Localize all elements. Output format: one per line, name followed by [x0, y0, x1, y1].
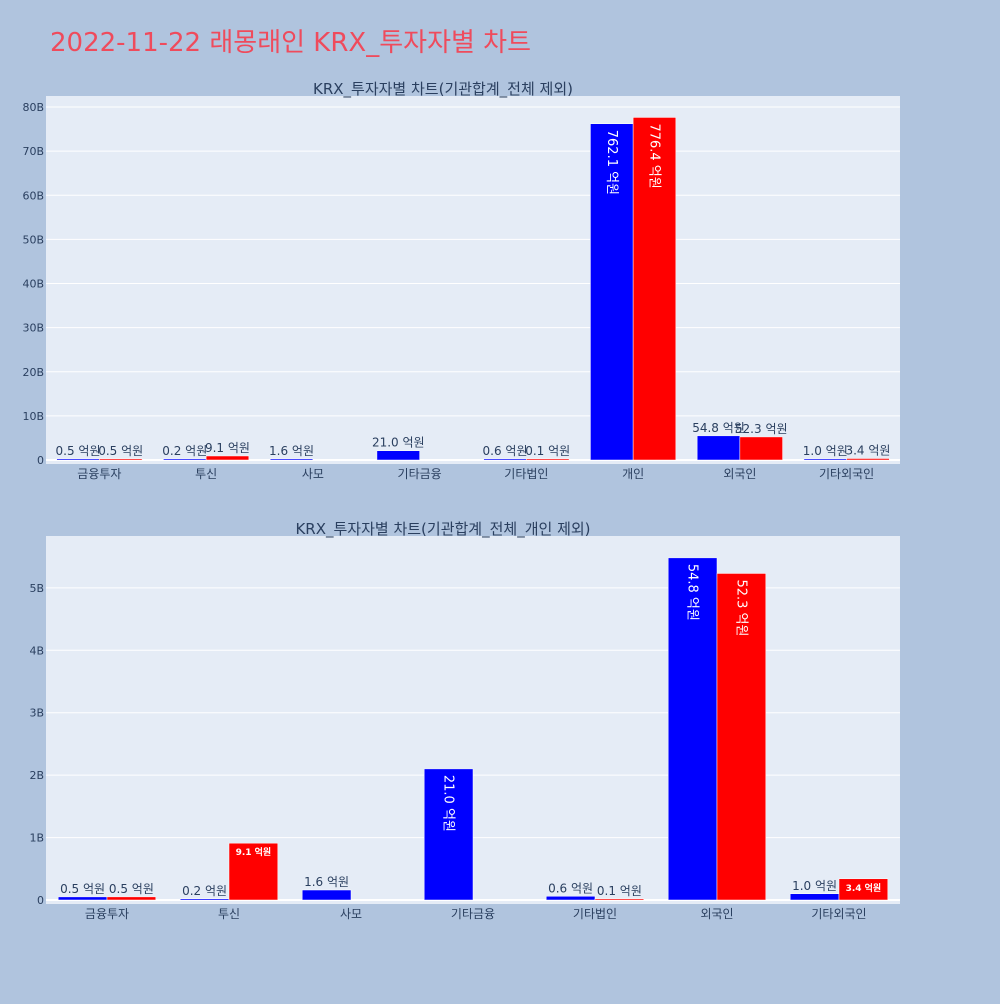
x-tick-label: 사모 — [302, 467, 324, 481]
bar — [696, 435, 741, 461]
bar — [716, 573, 767, 901]
bar — [106, 896, 157, 901]
data-label: 0.5 억원 — [109, 882, 154, 896]
y-tick-label: 60B — [22, 189, 44, 202]
y-tick-label: 20B — [22, 366, 44, 379]
data-label: 52.3 억원 — [733, 579, 748, 636]
data-label: 9.1 억원 — [205, 441, 250, 455]
bar — [205, 455, 250, 461]
data-label: 1.0 억원 — [792, 879, 837, 893]
x-tick-label: 기타금융 — [398, 467, 442, 481]
bar — [228, 842, 279, 901]
bar — [423, 768, 474, 901]
y-tick-label: 1B — [29, 832, 44, 845]
bar — [594, 898, 645, 901]
bar — [526, 458, 570, 461]
bar — [590, 123, 634, 461]
data-label: 776.4 억원 — [646, 123, 661, 188]
y-tick-label: 10B — [22, 410, 44, 423]
x-tick-label: 기타법인 — [573, 907, 617, 921]
x-tick-label: 기타외국인 — [819, 467, 874, 481]
figure-title: 2022-11-22 래몽래인 KRX_투자자별 차트 — [50, 28, 532, 58]
y-tick-label: 0 — [37, 454, 44, 467]
x-tick-label: 금융투자 — [85, 907, 129, 921]
y-tick-label: 0 — [37, 894, 44, 907]
bar — [846, 458, 890, 461]
bar — [56, 458, 100, 461]
data-label: 3.4 억원 — [846, 882, 882, 894]
y-tick-label: 4B — [29, 644, 44, 657]
bar — [789, 893, 840, 901]
data-label: 21.0 억원 — [441, 775, 456, 832]
data-label: 3.4 억원 — [845, 443, 890, 457]
data-label: 0.5 억원 — [60, 882, 105, 896]
x-tick-label: 금융투자 — [77, 467, 121, 481]
data-label: 54.8 억원 — [685, 564, 700, 621]
x-tick-label: 외국인 — [700, 907, 733, 921]
bar — [57, 896, 108, 901]
data-label: 52.3 억원 — [735, 422, 788, 436]
x-tick-label: 기타금융 — [451, 907, 495, 921]
y-tick-label: 5B — [29, 582, 44, 595]
data-label: 0.1 억원 — [597, 884, 642, 898]
bar — [632, 117, 677, 461]
bar — [739, 436, 783, 461]
bar — [667, 557, 718, 901]
y-tick-label: 70B — [22, 145, 44, 158]
y-tick-label: 30B — [22, 322, 44, 335]
data-label: 0.5 억원 — [56, 444, 101, 458]
y-tick-label: 2B — [29, 769, 44, 782]
y-tick-label: 80B — [22, 101, 44, 114]
chart-1: 0 10B 20B 30B 40B 50B 60B 70B 80B KRX_투자자별 차트(기관합… — [22, 80, 900, 481]
bar — [838, 878, 889, 901]
chart-2: 0 1B 2B 3B 4B 5B KRX_투자자별 차트(기관합계_전체_개인 제외) 금융투… — [29, 520, 900, 921]
data-label: 0.6 억원 — [548, 881, 593, 895]
x-tick-label: 외국인 — [723, 467, 756, 481]
bar — [483, 458, 527, 461]
x-tick-label: 기타외국인 — [811, 907, 866, 921]
data-label: 762.1 억원 — [604, 130, 619, 195]
x-tick-label: 투신 — [218, 907, 240, 921]
x-tick-label: 개인 — [622, 467, 644, 481]
data-label: 0.2 억원 — [162, 444, 207, 458]
bar — [269, 458, 314, 461]
bar — [99, 458, 143, 461]
bar — [179, 898, 230, 901]
data-label: 0.1 억원 — [525, 444, 570, 458]
bar — [545, 896, 596, 901]
chart-title: KRX_투자자별 차트(기관합계_전체_개인 제외) — [295, 520, 590, 539]
bar — [803, 458, 847, 461]
data-label: 9.1 억원 — [236, 846, 272, 858]
data-label: 21.0 억원 — [372, 436, 425, 450]
plot-area — [46, 96, 900, 464]
x-tick-label: 투신 — [195, 467, 217, 481]
data-label: 1.6 억원 — [269, 444, 314, 458]
bar — [301, 889, 352, 901]
bar — [376, 450, 420, 461]
bar — [163, 458, 207, 461]
y-tick-label: 40B — [22, 278, 44, 291]
data-label: 0.2 억원 — [182, 884, 227, 898]
x-tick-label: 기타법인 — [504, 467, 548, 481]
y-tick-label: 3B — [29, 707, 44, 720]
data-label: 0.5 억원 — [98, 444, 143, 458]
data-label: 1.6 억원 — [304, 875, 349, 889]
chart-title: KRX_투자자별 차트(기관합계_전체 제외) — [313, 80, 573, 99]
x-tick-label: 사모 — [340, 907, 362, 921]
data-label: 0.6 억원 — [483, 444, 528, 458]
data-label: 54.8 억원 — [692, 421, 745, 435]
data-label: 1.0 억원 — [803, 444, 848, 458]
y-tick-label: 50B — [22, 233, 44, 246]
